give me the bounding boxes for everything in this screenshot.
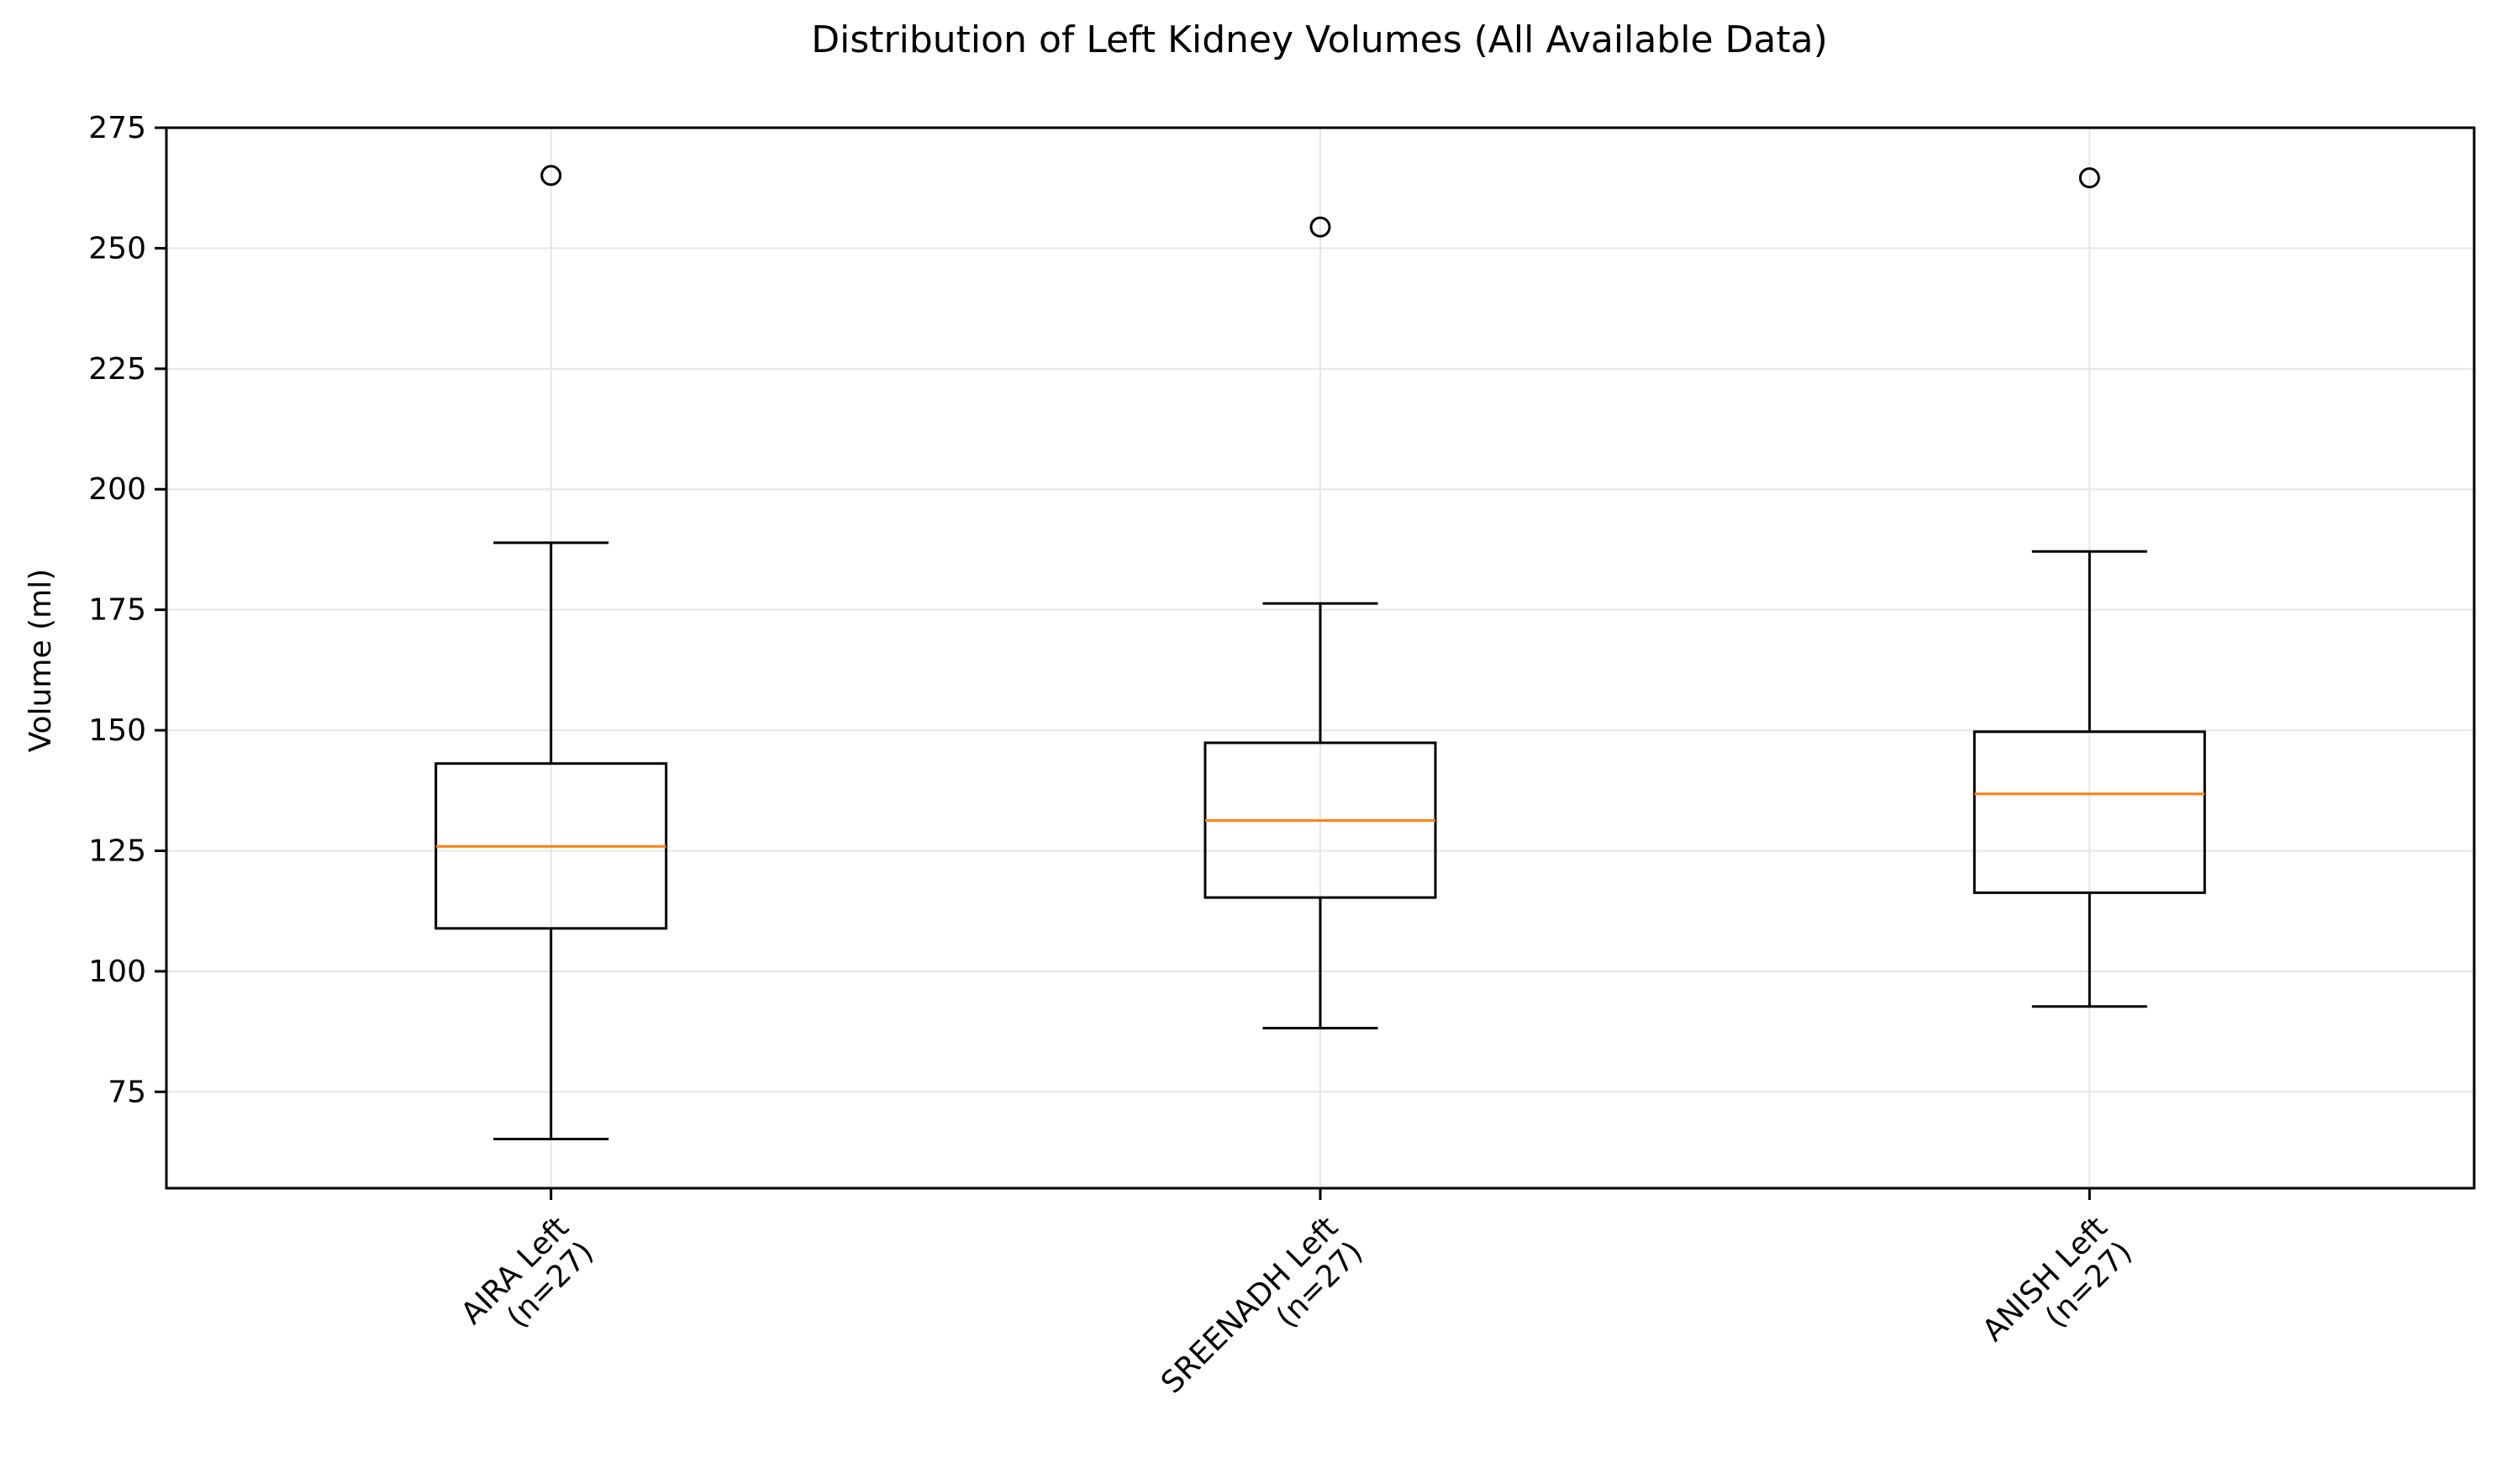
y-tick-label: 250 [88, 231, 146, 266]
chart-title: Distribution of Left Kidney Volumes (All… [811, 18, 1827, 61]
plot-frame [165, 126, 2476, 1190]
y-tick-label: 225 [88, 352, 146, 387]
y-axis: 75 100 125 150 175 200 225 250 275 [88, 111, 166, 1109]
boxes-group [434, 165, 2206, 1140]
y-tick-label: 200 [88, 472, 146, 507]
x-axis: AIRA Left(n=27) SREENADH Left(n=27) ANISH … [455, 1188, 2139, 1424]
y-tick-label: 75 [108, 1075, 146, 1109]
outlier-point [1309, 216, 1331, 238]
outlier-point [540, 165, 562, 187]
y-tick-label: 100 [88, 955, 146, 989]
y-tick-label: 175 [88, 593, 146, 628]
y-axis-label: Volume (ml) [24, 569, 58, 753]
y-tick-label: 275 [88, 111, 146, 145]
x-tick-label: SREENADH Left(n=27) [1155, 1210, 1369, 1424]
y-tick-label: 150 [88, 713, 146, 748]
outlier-point [2078, 167, 2100, 189]
x-tick-label: AIRA Left(n=27) [455, 1210, 600, 1355]
y-tick-label: 125 [88, 834, 146, 868]
iqr-box [1972, 730, 2206, 894]
x-tick-label: ANISH Left(n=27) [1976, 1210, 2139, 1373]
